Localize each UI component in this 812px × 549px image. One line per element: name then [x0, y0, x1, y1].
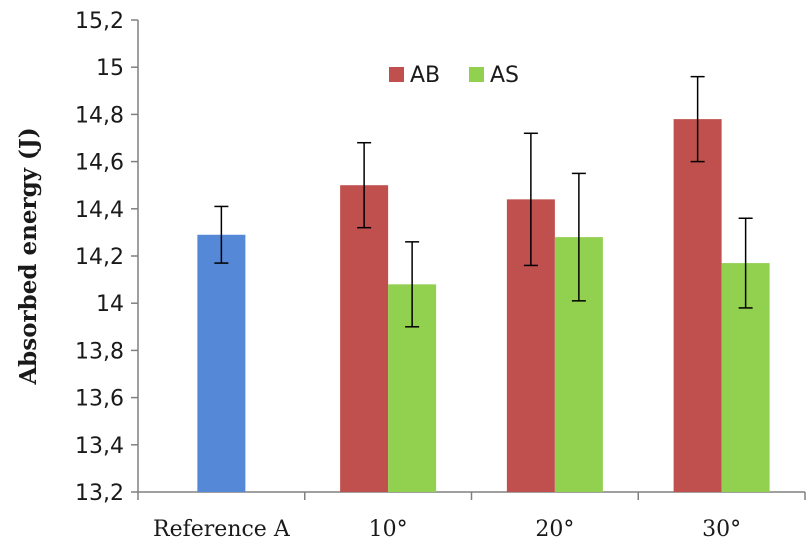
category-label: Reference A [153, 517, 291, 542]
y-axis-label: Absorbed energy (J) [15, 127, 42, 385]
y-tick-label: 14,2 [75, 245, 124, 270]
y-tick-label: 14,8 [75, 103, 124, 128]
category-label: 30° [702, 517, 741, 542]
y-tick-label: 13,8 [75, 339, 124, 364]
x-ticks [137, 492, 806, 500]
y-tick-label: 15 [96, 56, 124, 81]
bar-ab [673, 119, 722, 493]
y-tick-label: 13,6 [75, 387, 124, 412]
category-label: 10° [369, 517, 408, 542]
y-tick-label: 13,4 [75, 434, 124, 459]
y-tick-label: 14,4 [75, 198, 124, 223]
y-tick-label: 15,2 [75, 9, 124, 34]
y-tick-label: 13,2 [75, 481, 124, 506]
legend-swatch-ab [389, 67, 404, 82]
bar-reference [197, 234, 246, 492]
bars [197, 119, 770, 493]
y-tick-label: 14 [96, 292, 124, 317]
error-bars [214, 75, 753, 328]
y-tick-label: 14,6 [75, 151, 124, 176]
legend-label-ab: AB [410, 63, 440, 88]
legend: AB AS [389, 63, 519, 88]
legend-label-as: AS [490, 63, 519, 88]
bar-ab [340, 185, 389, 492]
category-label: 20° [535, 517, 574, 542]
category-labels: Reference A 10° 20° 30° [153, 517, 741, 542]
legend-swatch-as [469, 67, 484, 82]
y-ticks: 13,2 13,4 13,6 13,8 14 14,2 14,4 14,6 14,8 15 15,2 [75, 9, 138, 506]
